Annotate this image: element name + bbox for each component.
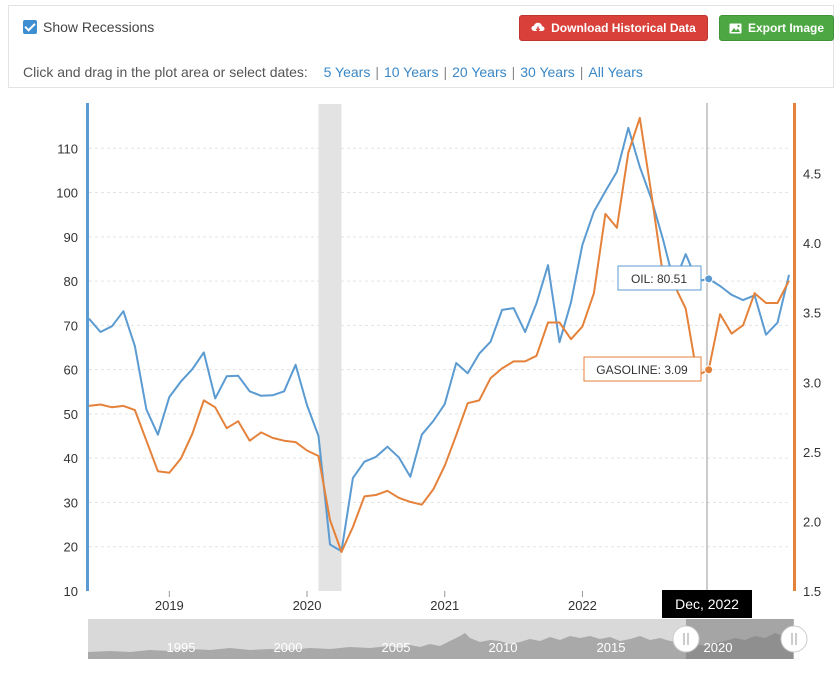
y-left-tick-label: 60	[64, 363, 78, 378]
y-left-tick-label: 40	[64, 451, 78, 466]
x-tick-label: 2021	[430, 598, 459, 613]
gasoline-tooltip-text: GASOLINE: 3.09	[596, 363, 688, 377]
gasoline-tooltip: GASOLINE: 3.09	[583, 356, 702, 382]
navigator-label: 2005	[382, 640, 411, 655]
range-20-years-link[interactable]: 20 Years	[452, 64, 507, 80]
export-button-label: Export Image	[747, 21, 825, 35]
range-separator: |	[511, 64, 516, 80]
oil-tooltip-text: OIL: 80.51	[631, 272, 687, 286]
y-right-tick-label: 2.0	[803, 514, 821, 529]
y-left-tick-label: 30	[64, 495, 78, 510]
y-left-tick-label: 110	[57, 141, 78, 156]
range-navigator[interactable]: 1995 2000 2005 2010 2015 2020	[88, 619, 808, 659]
date-range-selector: Click and drag in the plot area or selec…	[23, 64, 643, 80]
navigator-area	[88, 633, 793, 659]
recession-band	[318, 104, 342, 591]
y-left-tick-label: 90	[64, 230, 78, 245]
x-tick-label: 2019	[155, 598, 184, 613]
navigator-label: 2015	[597, 640, 626, 655]
navigator-label: 2000	[274, 640, 303, 655]
download-historical-data-button[interactable]: Download Historical Data	[519, 15, 708, 41]
y-left-tick-label: 50	[64, 407, 78, 422]
y-right-tick-label: 3.5	[803, 306, 821, 321]
y-right-tick-label: 2.5	[803, 445, 821, 460]
navigator-left-handle[interactable]	[672, 625, 700, 653]
date-tooltip-text: Dec, 2022	[675, 596, 739, 612]
oil-series-line	[88, 126, 790, 553]
image-icon	[729, 23, 742, 33]
range-30-years-link[interactable]: 30 Years	[520, 64, 575, 80]
navigator-label: 1995	[167, 640, 196, 655]
y-left-tick-label: 20	[64, 540, 78, 555]
y-left-tick-label: 100	[56, 186, 78, 201]
show-recessions-label: Show Recessions	[43, 19, 155, 35]
y-right-tick-label: 3.0	[803, 375, 821, 390]
navigator-selection[interactable]	[686, 619, 794, 659]
oil-tooltip: OIL: 80.51	[617, 265, 702, 291]
gasoline-series-line	[88, 116, 790, 553]
range-5-years-link[interactable]: 5 Years	[323, 64, 371, 80]
left-axis-bar	[86, 103, 89, 591]
show-recessions-toggle[interactable]: Show Recessions	[23, 19, 154, 35]
range-separator: |	[375, 64, 379, 80]
y-right-tick-label: 4.0	[803, 236, 821, 251]
navigator-label: 2020	[704, 640, 733, 655]
x-tick-label: 2020	[293, 598, 322, 613]
checkbox-checked-icon[interactable]	[23, 20, 37, 34]
cloud-download-icon	[531, 22, 545, 32]
range-separator: |	[579, 64, 584, 80]
y-right-tick-label: 4.5	[803, 167, 821, 182]
range-10-years-link[interactable]: 10 Years	[383, 64, 439, 80]
y-left-tick-label: 80	[64, 274, 78, 289]
range-all-years-link[interactable]: All Years	[588, 64, 643, 80]
x-tick-label: 2022	[568, 598, 597, 613]
y-left-tick-label: 70	[64, 318, 78, 333]
date-tooltip: Dec, 2022	[662, 590, 752, 618]
select-dates-prompt: Click and drag in the plot area or selec…	[23, 64, 308, 80]
navigator-label: 2010	[489, 640, 518, 655]
y-right-tick-label: 1.5	[803, 584, 821, 599]
range-separator: |	[443, 64, 448, 80]
download-button-label: Download Historical Data	[551, 21, 696, 35]
export-image-button[interactable]: Export Image	[719, 15, 834, 41]
oil-hover-point	[704, 274, 714, 284]
gasoline-hover-point	[704, 365, 714, 375]
controls-panel: Show Recessions Download Historical Data…	[8, 5, 834, 88]
navigator-right-handle[interactable]	[780, 625, 808, 653]
right-axis-bar	[793, 103, 796, 591]
y-left-tick-label: 10	[64, 584, 78, 599]
